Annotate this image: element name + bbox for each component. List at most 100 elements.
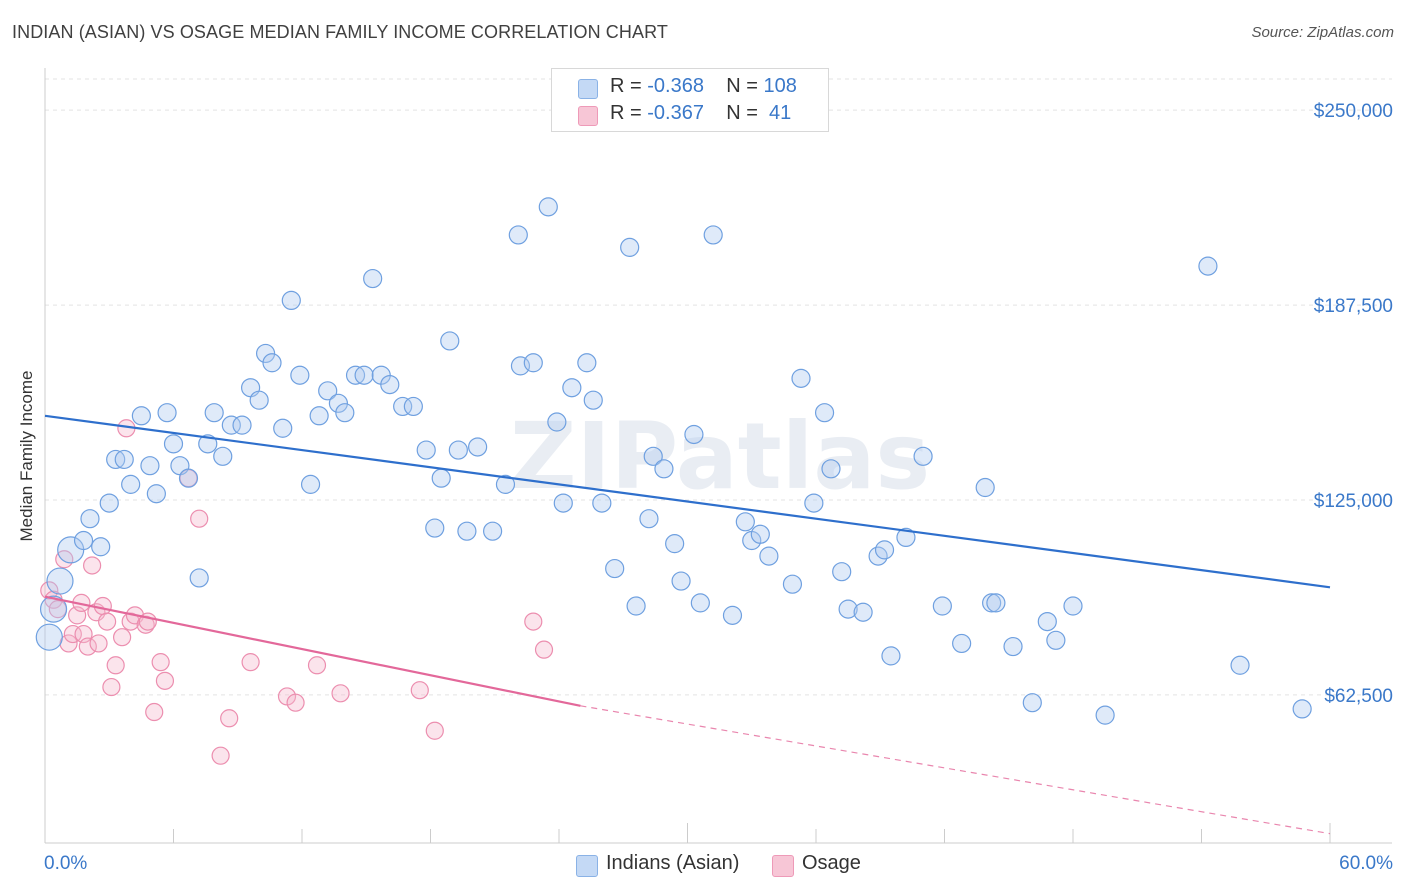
- indians-point: [273, 418, 293, 438]
- indians-point: [99, 493, 119, 513]
- indians-point: [665, 534, 685, 554]
- osage-point: [410, 681, 429, 700]
- osage-legend-swatch: [772, 855, 794, 877]
- indians-point: [46, 567, 74, 595]
- indians-point: [163, 434, 184, 454]
- osage-point: [220, 709, 239, 728]
- indians-point: [363, 268, 383, 289]
- osage-point: [286, 693, 305, 712]
- indians-point: [684, 424, 704, 445]
- indians-point: [281, 290, 301, 311]
- indians-point: [881, 646, 901, 666]
- osage-points: [40, 419, 554, 765]
- osage-point: [83, 556, 102, 575]
- osage-trend-line: [44, 595, 581, 707]
- indians-point: [232, 415, 252, 435]
- osage-point: [155, 671, 175, 690]
- indians-point: [874, 540, 895, 560]
- indians-point: [328, 393, 349, 413]
- indians-point: [121, 474, 141, 494]
- indians-point: [255, 343, 276, 364]
- indians-point: [1003, 636, 1023, 657]
- indians-point: [1230, 655, 1250, 675]
- x-tick-label: 60.0%: [1339, 853, 1393, 874]
- indians-point: [654, 459, 674, 479]
- indians-point: [982, 593, 1002, 613]
- indians-point: [832, 562, 852, 582]
- osage-n-value: 41: [763, 102, 792, 124]
- osage-point: [331, 684, 350, 703]
- indians-point: [620, 237, 640, 257]
- indians-point: [131, 406, 151, 426]
- indians-point: [1198, 256, 1218, 276]
- indians-point: [791, 368, 811, 388]
- indians-point: [952, 633, 972, 654]
- indians-point: [508, 225, 528, 245]
- indians-point: [431, 468, 451, 488]
- indians-point: [178, 468, 199, 488]
- indians-point: [547, 412, 567, 432]
- indians-point: [73, 530, 94, 551]
- indians-point: [538, 197, 558, 217]
- osage-point: [55, 550, 74, 569]
- osage-point: [78, 637, 97, 656]
- indians-point: [814, 403, 835, 423]
- indians-point: [583, 390, 603, 410]
- indians-point: [221, 415, 241, 435]
- indians-point: [896, 527, 916, 548]
- osage-point: [106, 656, 125, 675]
- indians-point: [804, 493, 824, 513]
- legend-text-indians: R = -0.368 N = 108: [610, 75, 797, 97]
- indians-point: [1292, 699, 1312, 719]
- indians-point: [309, 406, 329, 426]
- indians-point: [448, 440, 468, 460]
- osage-point: [40, 581, 59, 600]
- indians-point: [932, 596, 952, 616]
- indians-point: [913, 446, 933, 466]
- osage-point: [98, 612, 117, 631]
- osage-legend-label: Osage: [802, 852, 861, 874]
- osage-trend-extension: [580, 705, 1331, 835]
- indians-point: [380, 375, 400, 395]
- osage-point: [211, 746, 230, 765]
- osage-point: [524, 612, 543, 631]
- indians-point: [643, 446, 663, 466]
- indians-point: [1046, 630, 1066, 650]
- indians-point: [782, 574, 803, 594]
- osage-point: [89, 634, 108, 653]
- legend-text-osage: R = -0.367 N = 41: [610, 102, 792, 124]
- osage-point: [241, 653, 260, 672]
- osage-point: [190, 509, 209, 528]
- indians-point: [690, 593, 710, 613]
- osage-point: [534, 640, 554, 659]
- y-axis-label: Median Family Income: [17, 370, 36, 541]
- osage-swatch: [578, 106, 598, 126]
- indians-point: [157, 403, 177, 423]
- osage-point: [102, 677, 121, 697]
- indians-point: [300, 474, 321, 494]
- osage-point: [425, 721, 444, 740]
- indians-legend-label: Indians (Asian): [606, 852, 740, 874]
- osage-point: [112, 628, 132, 647]
- indians-point: [1095, 705, 1115, 725]
- indians-point: [821, 459, 841, 479]
- indians-point: [39, 595, 68, 623]
- indians-point: [735, 512, 755, 532]
- indians-point: [1063, 596, 1083, 616]
- indians-point: [403, 396, 423, 417]
- indians-point: [639, 509, 659, 529]
- indians-point: [553, 493, 573, 513]
- chart-title: INDIAN (ASIAN) VS OSAGE MEDIAN FAMILY IN…: [12, 22, 668, 42]
- indians-point: [35, 623, 63, 651]
- indians-point: [626, 596, 646, 616]
- trend-lines: [44, 414, 1331, 835]
- osage-point: [151, 653, 170, 672]
- indians-point: [759, 546, 779, 566]
- y-tick-label: $250,000: [1314, 101, 1393, 122]
- indians-point: [189, 568, 209, 588]
- indians-point: [853, 602, 873, 622]
- osage-point: [307, 656, 327, 675]
- y-tick-labels: $62,500 $125,000 $187,500 $250,000: [1314, 101, 1393, 707]
- indians-point: [457, 521, 477, 541]
